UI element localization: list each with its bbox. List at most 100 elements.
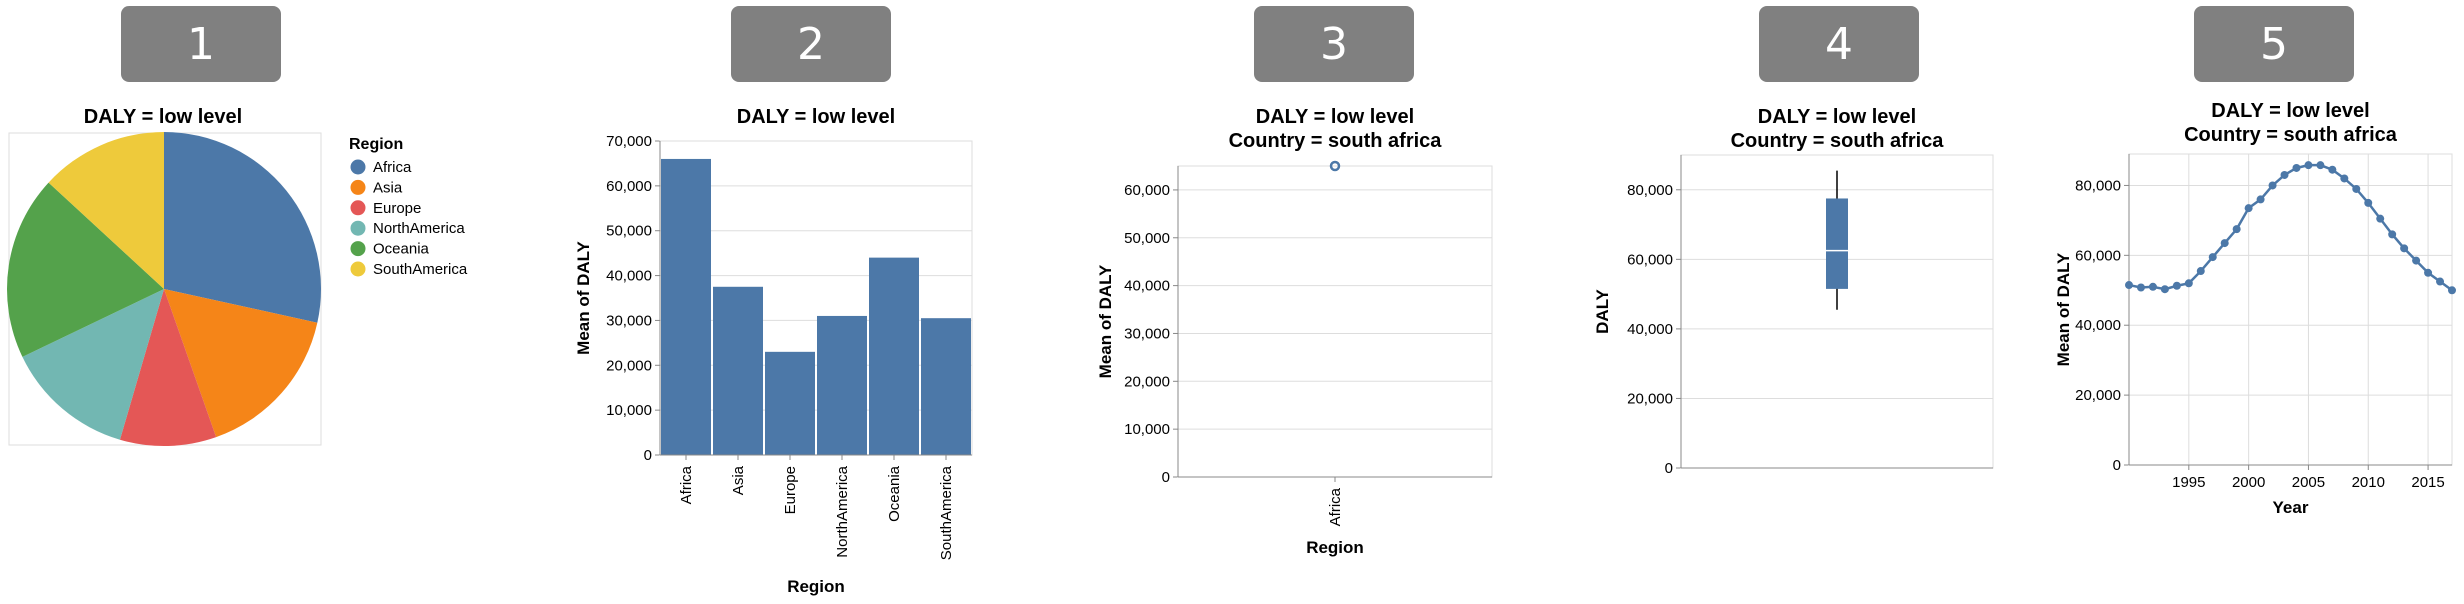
line-xtick-label: 2010 — [2352, 474, 2385, 491]
bar-asia — [713, 286, 763, 455]
legend-swatch — [350, 179, 366, 195]
bar-northamerica — [817, 315, 867, 455]
legend-label: Africa — [373, 159, 412, 176]
box-ytick-label: 20,000 — [1627, 390, 1673, 407]
panel-badge-3: 3 — [1254, 6, 1414, 82]
bar-x-axis-title: Region — [787, 577, 845, 596]
line-xtick-label: 2015 — [2411, 474, 2444, 491]
panel-badge-1: 1 — [121, 6, 281, 82]
line-xtick-label: 2000 — [2232, 474, 2265, 491]
scatter-ytick-label: 40,000 — [1124, 278, 1170, 295]
line-point — [2352, 184, 2361, 193]
line-x-axis-title: Year — [2273, 498, 2309, 517]
line-point — [2256, 195, 2265, 204]
box-ytick-label: 0 — [1665, 460, 1673, 477]
legend-label: Asia — [373, 179, 403, 196]
line-point — [2304, 161, 2313, 170]
box-y-axis-title: DALY — [1593, 288, 1612, 333]
box-ytick-label: 80,000 — [1627, 182, 1673, 199]
line-point — [2172, 281, 2181, 290]
legend-swatch — [350, 220, 366, 236]
line-point — [2208, 253, 2217, 262]
line-point — [2388, 230, 2397, 239]
bar-africa — [661, 158, 711, 455]
pie-slice-europe — [119, 289, 217, 446]
line-ytick-label: 60,000 — [2075, 247, 2121, 264]
bar-y-axis-title: Mean of DALY — [574, 241, 593, 355]
line-point — [2340, 174, 2349, 183]
box-body — [1826, 198, 1848, 289]
line-xtick-label: 1995 — [2172, 474, 2205, 491]
line-ytick-label: 20,000 — [2075, 387, 2121, 404]
box-ytick-label: 40,000 — [1627, 321, 1673, 338]
line-point — [2424, 268, 2433, 277]
chart-title: Country = south africa — [1731, 130, 1945, 152]
scatter-ytick-label: 0 — [1162, 469, 1170, 486]
bar-ytick-label: 70,000 — [606, 133, 652, 150]
line-ytick-label: 0 — [2113, 457, 2121, 474]
bar-southamerica — [921, 318, 971, 455]
chart-title: Country = south africa — [2184, 124, 2398, 146]
line-point — [2412, 256, 2421, 265]
bar-ytick-label: 50,000 — [606, 223, 652, 240]
scatter-ytick-label: 10,000 — [1124, 421, 1170, 438]
line-point — [2376, 214, 2385, 223]
line-point — [2448, 286, 2456, 295]
scatter-ytick-label: 20,000 — [1124, 373, 1170, 390]
bar-oceania — [869, 257, 919, 455]
legend-label: Oceania — [373, 241, 430, 258]
line-point — [2184, 279, 2193, 288]
chart-title: DALY = low level — [737, 106, 895, 128]
line-point — [2136, 283, 2145, 292]
pie-slice-africa — [164, 132, 321, 323]
bar-xtick-label: Europe — [782, 466, 799, 514]
pie-slice-northamerica — [22, 289, 164, 440]
legend-swatch — [350, 200, 366, 216]
bar-europe — [765, 351, 815, 455]
line-point — [2148, 282, 2157, 291]
legend-swatch — [350, 261, 366, 277]
panel-badge-4: 4 — [1759, 6, 1919, 82]
bar-xtick-label: Asia — [730, 465, 747, 495]
bar-ytick-label: 10,000 — [606, 402, 652, 419]
bar-ytick-label: 20,000 — [606, 357, 652, 374]
line-point — [2316, 161, 2325, 170]
chart-title: DALY = low level — [1256, 106, 1414, 128]
line-y-axis-title: Mean of DALY — [2054, 252, 2073, 366]
line-point — [2400, 244, 2409, 253]
line-point — [2436, 277, 2445, 286]
scatter-y-axis-title: Mean of DALY — [1096, 264, 1115, 378]
scatter-ytick-label: 60,000 — [1124, 182, 1170, 199]
chart-title: DALY = low level — [2211, 100, 2369, 122]
legend-label: Europe — [373, 200, 421, 217]
bar-ytick-label: 30,000 — [606, 312, 652, 329]
bar-xtick-label: Africa — [678, 465, 695, 504]
line-point — [2220, 239, 2229, 248]
line-point — [2268, 181, 2277, 190]
bar-ytick-label: 0 — [644, 447, 652, 464]
line-point — [2292, 163, 2301, 172]
scatter-point — [1329, 160, 1341, 172]
bar-xtick-label: SouthAmerica — [938, 465, 955, 560]
chart-title: DALY = low level — [84, 106, 242, 128]
line-point — [2280, 170, 2289, 179]
pie-slice-asia — [164, 289, 318, 438]
scatter-ytick-label: 50,000 — [1124, 230, 1170, 247]
scatter-xtick-label: Africa — [1327, 487, 1344, 526]
bar-xtick-label: NorthAmerica — [834, 465, 851, 557]
legend-label: NorthAmerica — [373, 220, 465, 237]
legend-swatch — [350, 159, 366, 175]
line-xtick-label: 2005 — [2292, 474, 2325, 491]
bar-ytick-label: 40,000 — [606, 268, 652, 285]
line-ytick-label: 40,000 — [2075, 317, 2121, 334]
chart-title: DALY = low level — [1758, 106, 1916, 128]
line-point — [2328, 165, 2337, 174]
box-ytick-label: 60,000 — [1627, 251, 1673, 268]
line-point — [2364, 198, 2373, 207]
line-point — [2160, 285, 2169, 294]
line-ytick-label: 80,000 — [2075, 177, 2121, 194]
legend-title: Region — [349, 136, 403, 153]
line-point — [2125, 281, 2133, 290]
